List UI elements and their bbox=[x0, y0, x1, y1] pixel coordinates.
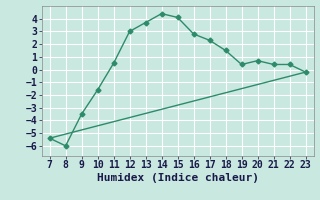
X-axis label: Humidex (Indice chaleur): Humidex (Indice chaleur) bbox=[97, 173, 259, 183]
